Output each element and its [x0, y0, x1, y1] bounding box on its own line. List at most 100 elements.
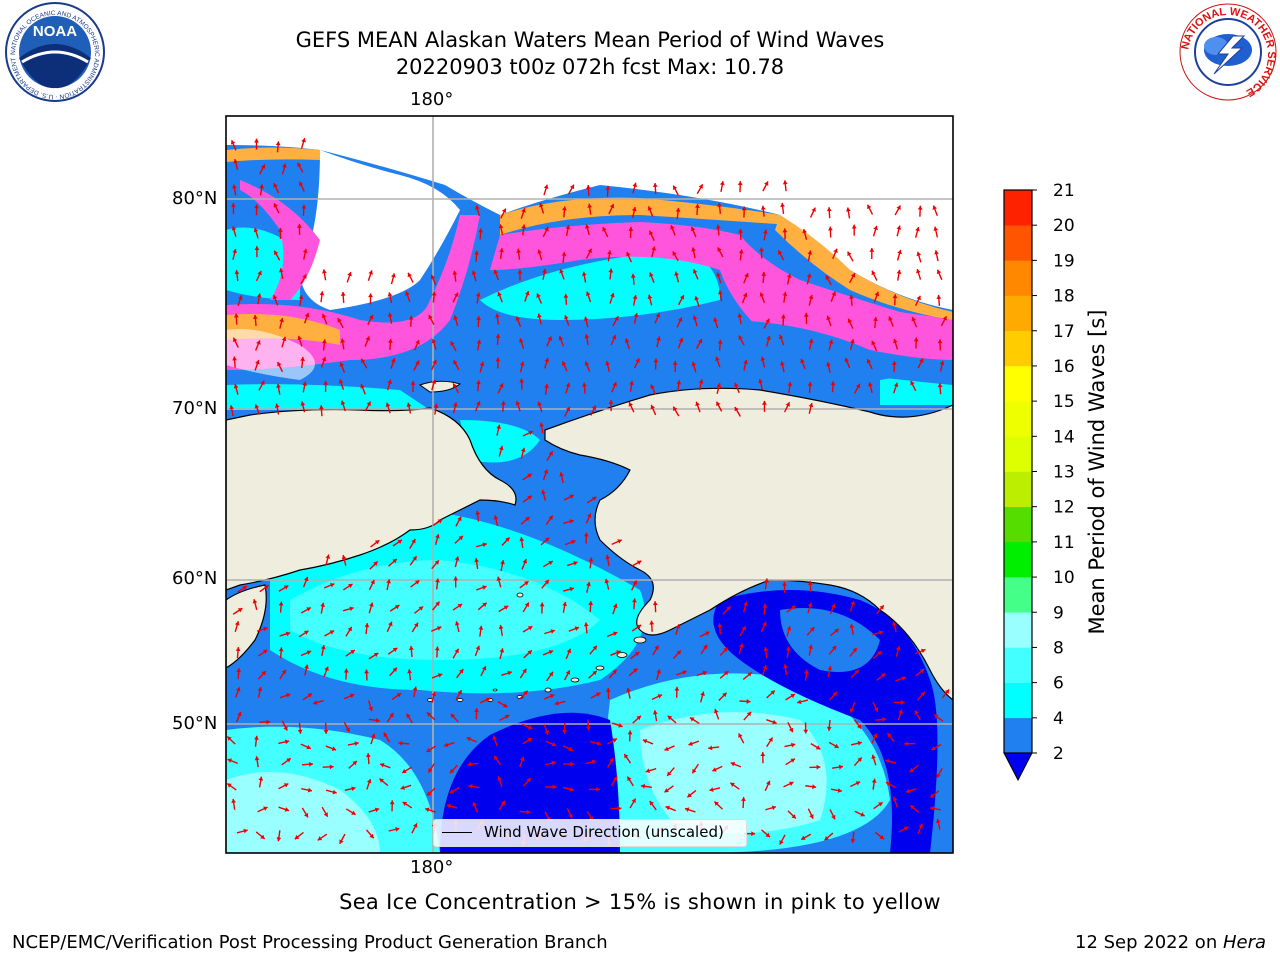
wind-wave-arrowhead: [768, 737, 773, 742]
colorbar-segment: [1004, 471, 1032, 507]
wind-wave-arrowhead: [702, 670, 707, 676]
wind-wave-arrowhead: [485, 697, 491, 703]
wind-wave-arrowhead: [283, 783, 289, 788]
wind-wave-arrowhead: [934, 250, 939, 255]
wind-wave-arrowhead: [905, 788, 911, 794]
wind-wave-arrowhead: [613, 776, 618, 781]
wind-wave-arrowhead: [916, 295, 921, 301]
wind-wave-arrowhead: [866, 359, 872, 364]
wind-wave-arrowhead: [762, 665, 768, 670]
wind-wave-arrowhead: [679, 295, 685, 300]
wind-wave-arrowhead: [868, 382, 873, 387]
wind-wave-arrowhead: [496, 576, 502, 581]
wind-wave-arrowhead: [536, 293, 541, 298]
wind-wave-arrowhead: [428, 314, 433, 320]
wind-wave-arrowhead: [779, 840, 784, 845]
wind-wave-arrowhead: [592, 645, 597, 651]
wind-wave-arrowhead: [343, 668, 349, 673]
wind-wave-arrowhead: [766, 335, 771, 341]
colorbar-segment: [1004, 295, 1032, 332]
wind-wave-arrowhead: [552, 784, 557, 790]
wind-wave-arrowhead: [897, 249, 902, 255]
wind-wave-arrowhead: [519, 338, 524, 343]
wind-wave-arrowhead: [411, 539, 416, 544]
wind-wave-arrowhead: [476, 380, 481, 385]
wind-wave-arrowhead: [302, 274, 307, 279]
wind-wave-arrowhead: [369, 833, 374, 839]
wind-wave-arrowhead: [561, 251, 567, 257]
wind-wave-arrowhead: [697, 338, 703, 344]
wind-wave-arrowhead: [807, 581, 813, 586]
wind-wave-arrowhead: [238, 295, 243, 300]
wind-wave-arrowhead: [730, 761, 736, 767]
wind-wave-arrowhead: [476, 316, 481, 320]
wind-wave-arrowhead: [850, 273, 856, 278]
wind-wave-arrowhead: [655, 313, 661, 318]
wind-wave-arrowhead: [933, 226, 939, 231]
wind-wave-arrowhead: [522, 559, 528, 564]
wind-wave-arrowhead: [450, 713, 456, 719]
wind-wave-arrowhead: [349, 693, 355, 699]
wind-wave-arrowhead: [893, 338, 898, 344]
colorbar-segment: [1004, 401, 1032, 437]
wind-wave-arrowhead: [426, 712, 432, 717]
wind-wave-arrowhead: [789, 781, 794, 786]
wind-wave-arrowhead: [816, 764, 821, 770]
wind-wave-arrowhead: [475, 510, 481, 515]
wind-wave-arrowhead: [939, 360, 945, 366]
wind-wave-arrowhead: [521, 224, 527, 229]
colorbar-tick-label: 11: [1053, 533, 1075, 553]
wind-wave-arrowhead: [521, 208, 526, 213]
wind-wave-arrowhead: [765, 318, 770, 324]
wind-wave-arrowhead: [526, 778, 531, 783]
wind-wave-arrowhead: [783, 664, 788, 669]
wind-wave-arrowhead: [654, 645, 659, 651]
wind-wave-arrowhead: [778, 250, 783, 255]
wind-wave-arrowhead: [435, 578, 440, 583]
wind-wave-arrowhead: [323, 380, 329, 385]
wind-wave-arrowhead: [297, 729, 303, 734]
colorbar-tick-label: 2: [1053, 744, 1064, 764]
wind-wave-arrowhead: [457, 603, 463, 609]
wind-wave-arrowhead: [571, 539, 576, 545]
wind-wave-arrowhead: [454, 556, 460, 561]
wind-wave-arrowhead: [708, 745, 713, 751]
wind-wave-arrowhead: [847, 318, 853, 324]
wind-wave-arrowhead: [612, 382, 617, 387]
wind-wave-arrowhead: [618, 723, 623, 728]
wind-wave-arrowhead: [457, 690, 462, 695]
wind-wave-arrowhead: [370, 733, 376, 739]
wind-wave-arrowhead: [832, 691, 838, 697]
wind-wave-arrowhead: [300, 401, 306, 406]
wind-wave-arrowhead: [519, 537, 525, 542]
wind-wave-arrowhead: [633, 312, 639, 318]
wind-wave-arrowhead: [478, 228, 484, 233]
wind-wave-arrowhead: [321, 313, 327, 319]
wind-wave-arrowhead: [402, 801, 408, 807]
wind-wave-arrowhead: [544, 226, 549, 232]
wind-wave-arrowhead: [738, 249, 744, 254]
wind-wave-arrowhead: [374, 540, 380, 545]
wind-wave-arrowhead: [682, 670, 687, 675]
wind-wave-arrowhead: [482, 602, 487, 607]
wind-wave-arrowhead: [582, 382, 587, 387]
wind-wave-arrowhead: [494, 755, 499, 761]
wind-wave-arrowhead: [931, 745, 936, 751]
wind-wave-arrowhead: [649, 620, 655, 625]
wind-wave-arrowhead: [450, 341, 455, 346]
wind-wave-arrowhead: [667, 771, 672, 776]
wind-wave-arrowhead: [537, 249, 542, 254]
map-frame: [225, 115, 954, 854]
wind-wave-arrowhead: [405, 291, 410, 296]
wind-wave-arrowhead: [892, 294, 898, 299]
wind-wave-arrowhead: [254, 756, 260, 761]
wind-wave-arrowhead: [276, 383, 281, 389]
wind-wave-arrowhead: [476, 401, 481, 406]
wind-wave-arrowhead: [230, 202, 236, 207]
wind-wave-arrowhead: [803, 729, 809, 734]
wind-wave-arrowhead: [698, 184, 703, 189]
wind-wave-arrowhead: [431, 291, 437, 296]
wind-wave-arrowhead: [548, 560, 553, 566]
wind-wave-arrowhead: [780, 202, 785, 208]
wind-wave-arrowhead: [849, 623, 855, 629]
